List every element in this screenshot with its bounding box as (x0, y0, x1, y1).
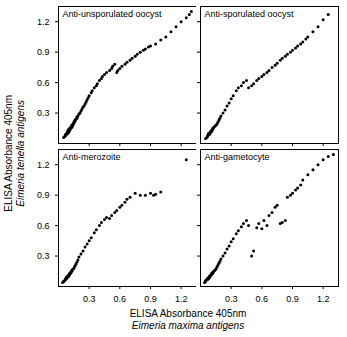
html-text:ELISA Absorbance 405nm: ELISA Absorbance 405nm (129, 308, 247, 319)
svg-text:0.9: 0.9 (37, 47, 50, 57)
svg-text:Anti-merozoite: Anti-merozoite (63, 152, 121, 162)
svg-text:0.3: 0.3 (83, 294, 96, 304)
html-text:ELISA Absorbance 405nm: ELISA Absorbance 405nm (3, 94, 14, 212)
svg-text:Anti-gametocyte: Anti-gametocyte (205, 152, 270, 162)
svg-text:0.9: 0.9 (144, 294, 157, 304)
svg-text:0.3: 0.3 (37, 251, 50, 261)
svg-text:Anti-sporulated oocyst: Anti-sporulated oocyst (205, 9, 295, 19)
svg-text:1.2: 1.2 (37, 160, 50, 170)
svg-text:0.3: 0.3 (37, 108, 50, 118)
html-text:Eimeria maxima antigens: Eimeria maxima antigens (131, 320, 245, 331)
svg-text:0.9: 0.9 (286, 294, 299, 304)
svg-text:Anti-unsporulated oocyst: Anti-unsporulated oocyst (63, 9, 163, 19)
svg-text:0.6: 0.6 (114, 294, 127, 304)
svg-text:0.6: 0.6 (256, 294, 269, 304)
svg-text:0.6: 0.6 (37, 77, 50, 87)
svg-text:0.9: 0.9 (37, 190, 50, 200)
svg-text:1.2: 1.2 (175, 294, 188, 304)
svg-text:1.2: 1.2 (317, 294, 330, 304)
svg-text:0.3: 0.3 (225, 294, 238, 304)
html-text:Eimeria tenella antigens: Eimeria tenella antigens (15, 99, 26, 207)
svg-text:0.6: 0.6 (37, 220, 50, 230)
svg-text:1.2: 1.2 (37, 17, 50, 27)
